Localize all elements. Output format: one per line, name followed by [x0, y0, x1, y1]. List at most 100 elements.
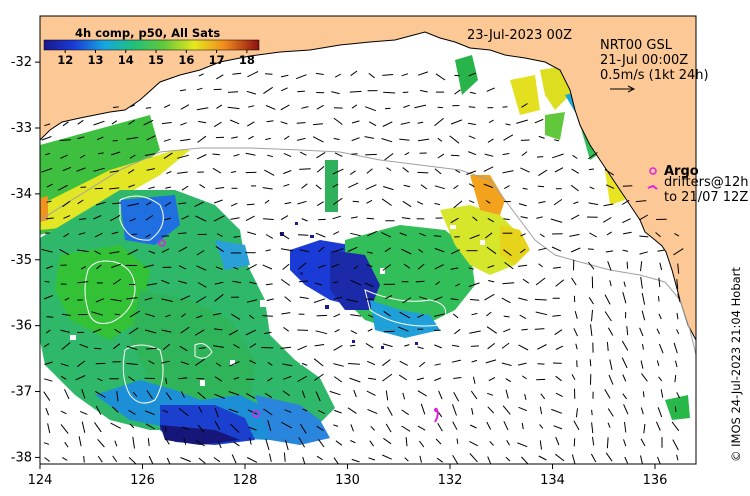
current-vector [194, 201, 204, 208]
current-vector [364, 136, 375, 139]
current-vector [145, 313, 156, 318]
current-vector [264, 392, 273, 399]
current-vector [333, 197, 343, 206]
current-vector [128, 376, 136, 382]
current-vector [454, 89, 461, 95]
current-vector [626, 326, 629, 336]
current-vector [417, 390, 427, 397]
current-vector [517, 362, 527, 366]
lat-tick-label: -34 [11, 187, 32, 202]
current-vector [265, 438, 270, 451]
current-vector [401, 217, 411, 220]
current-vector [384, 247, 392, 253]
current-vector [366, 199, 373, 204]
current-vector [297, 345, 307, 351]
current-vector [538, 247, 547, 251]
current-vector [216, 74, 224, 80]
current-vector [194, 329, 205, 336]
current-vector [350, 70, 358, 77]
current-vector [535, 277, 546, 286]
lon-tick-label: 126 [130, 473, 155, 488]
current-vector [660, 389, 664, 398]
colorbar-tick-label: 13 [87, 53, 103, 67]
current-vector [178, 246, 188, 253]
current-vector [501, 342, 510, 349]
current-vector [623, 231, 632, 235]
lat-tick-label: -32 [11, 55, 32, 70]
current-vector [179, 89, 186, 92]
argo-legend-icon [649, 167, 657, 175]
current-vector [382, 264, 392, 271]
current-vector [676, 329, 680, 335]
current-vector [146, 390, 153, 399]
current-vector [456, 438, 459, 444]
current-vector [621, 199, 630, 205]
current-vector [248, 426, 257, 431]
current-vector [126, 136, 139, 140]
current-vector [656, 360, 660, 367]
current-vector [553, 198, 563, 206]
current-vector [77, 119, 84, 125]
current-vector [416, 201, 424, 205]
current-vector [78, 232, 86, 235]
current-vector [450, 217, 459, 224]
current-vector [249, 437, 252, 445]
current-vector [166, 457, 171, 464]
current-vector [284, 409, 292, 413]
current-vector [418, 138, 430, 142]
current-vector [284, 296, 292, 302]
current-vector [298, 437, 306, 448]
current-vector [313, 358, 324, 367]
current-vector [676, 279, 679, 290]
drifters-legend-label: drifters@12h [664, 175, 749, 190]
current-vector [382, 343, 393, 348]
current-vector [676, 454, 679, 461]
current-vector [539, 424, 544, 429]
current-vector [280, 104, 290, 111]
current-vector [503, 328, 511, 333]
current-vector [676, 392, 681, 399]
current-vector [436, 457, 443, 463]
current-vector [111, 231, 119, 235]
current-vector [435, 438, 442, 445]
current-vector [534, 118, 544, 124]
current-vector [571, 168, 579, 174]
current-vector [315, 330, 328, 335]
current-vector [127, 203, 140, 207]
current-vector [417, 121, 424, 124]
current-vector [437, 137, 443, 142]
current-vector [677, 293, 681, 303]
current-vector [349, 90, 362, 93]
current-vector [280, 248, 293, 252]
current-vector [639, 214, 649, 221]
current-vector [263, 331, 272, 335]
current-vector [677, 263, 680, 274]
current-vector [468, 72, 477, 77]
current-vector [266, 120, 274, 123]
current-vector [60, 375, 67, 380]
current-vector [297, 262, 307, 270]
current-vector [592, 436, 595, 446]
current-vector [165, 392, 172, 401]
current-vector [350, 330, 358, 335]
current-vector [469, 424, 477, 429]
current-vector [316, 104, 324, 110]
current-vector [537, 344, 547, 350]
current-vector [349, 344, 356, 347]
current-vector [195, 296, 207, 304]
current-vector [384, 295, 393, 300]
current-vector [417, 346, 424, 350]
current-vector [279, 232, 290, 240]
current-vector [245, 215, 255, 222]
current-vector [471, 407, 474, 415]
current-vector [93, 120, 105, 126]
current-vector [112, 106, 119, 108]
current-vector [232, 280, 242, 284]
drifter-legend-icon [647, 184, 658, 190]
current-vector [348, 363, 360, 365]
current-vector [301, 106, 309, 109]
current-vector [516, 119, 528, 124]
current-vector [643, 423, 646, 434]
current-vector [588, 202, 599, 206]
current-vector [370, 425, 375, 431]
